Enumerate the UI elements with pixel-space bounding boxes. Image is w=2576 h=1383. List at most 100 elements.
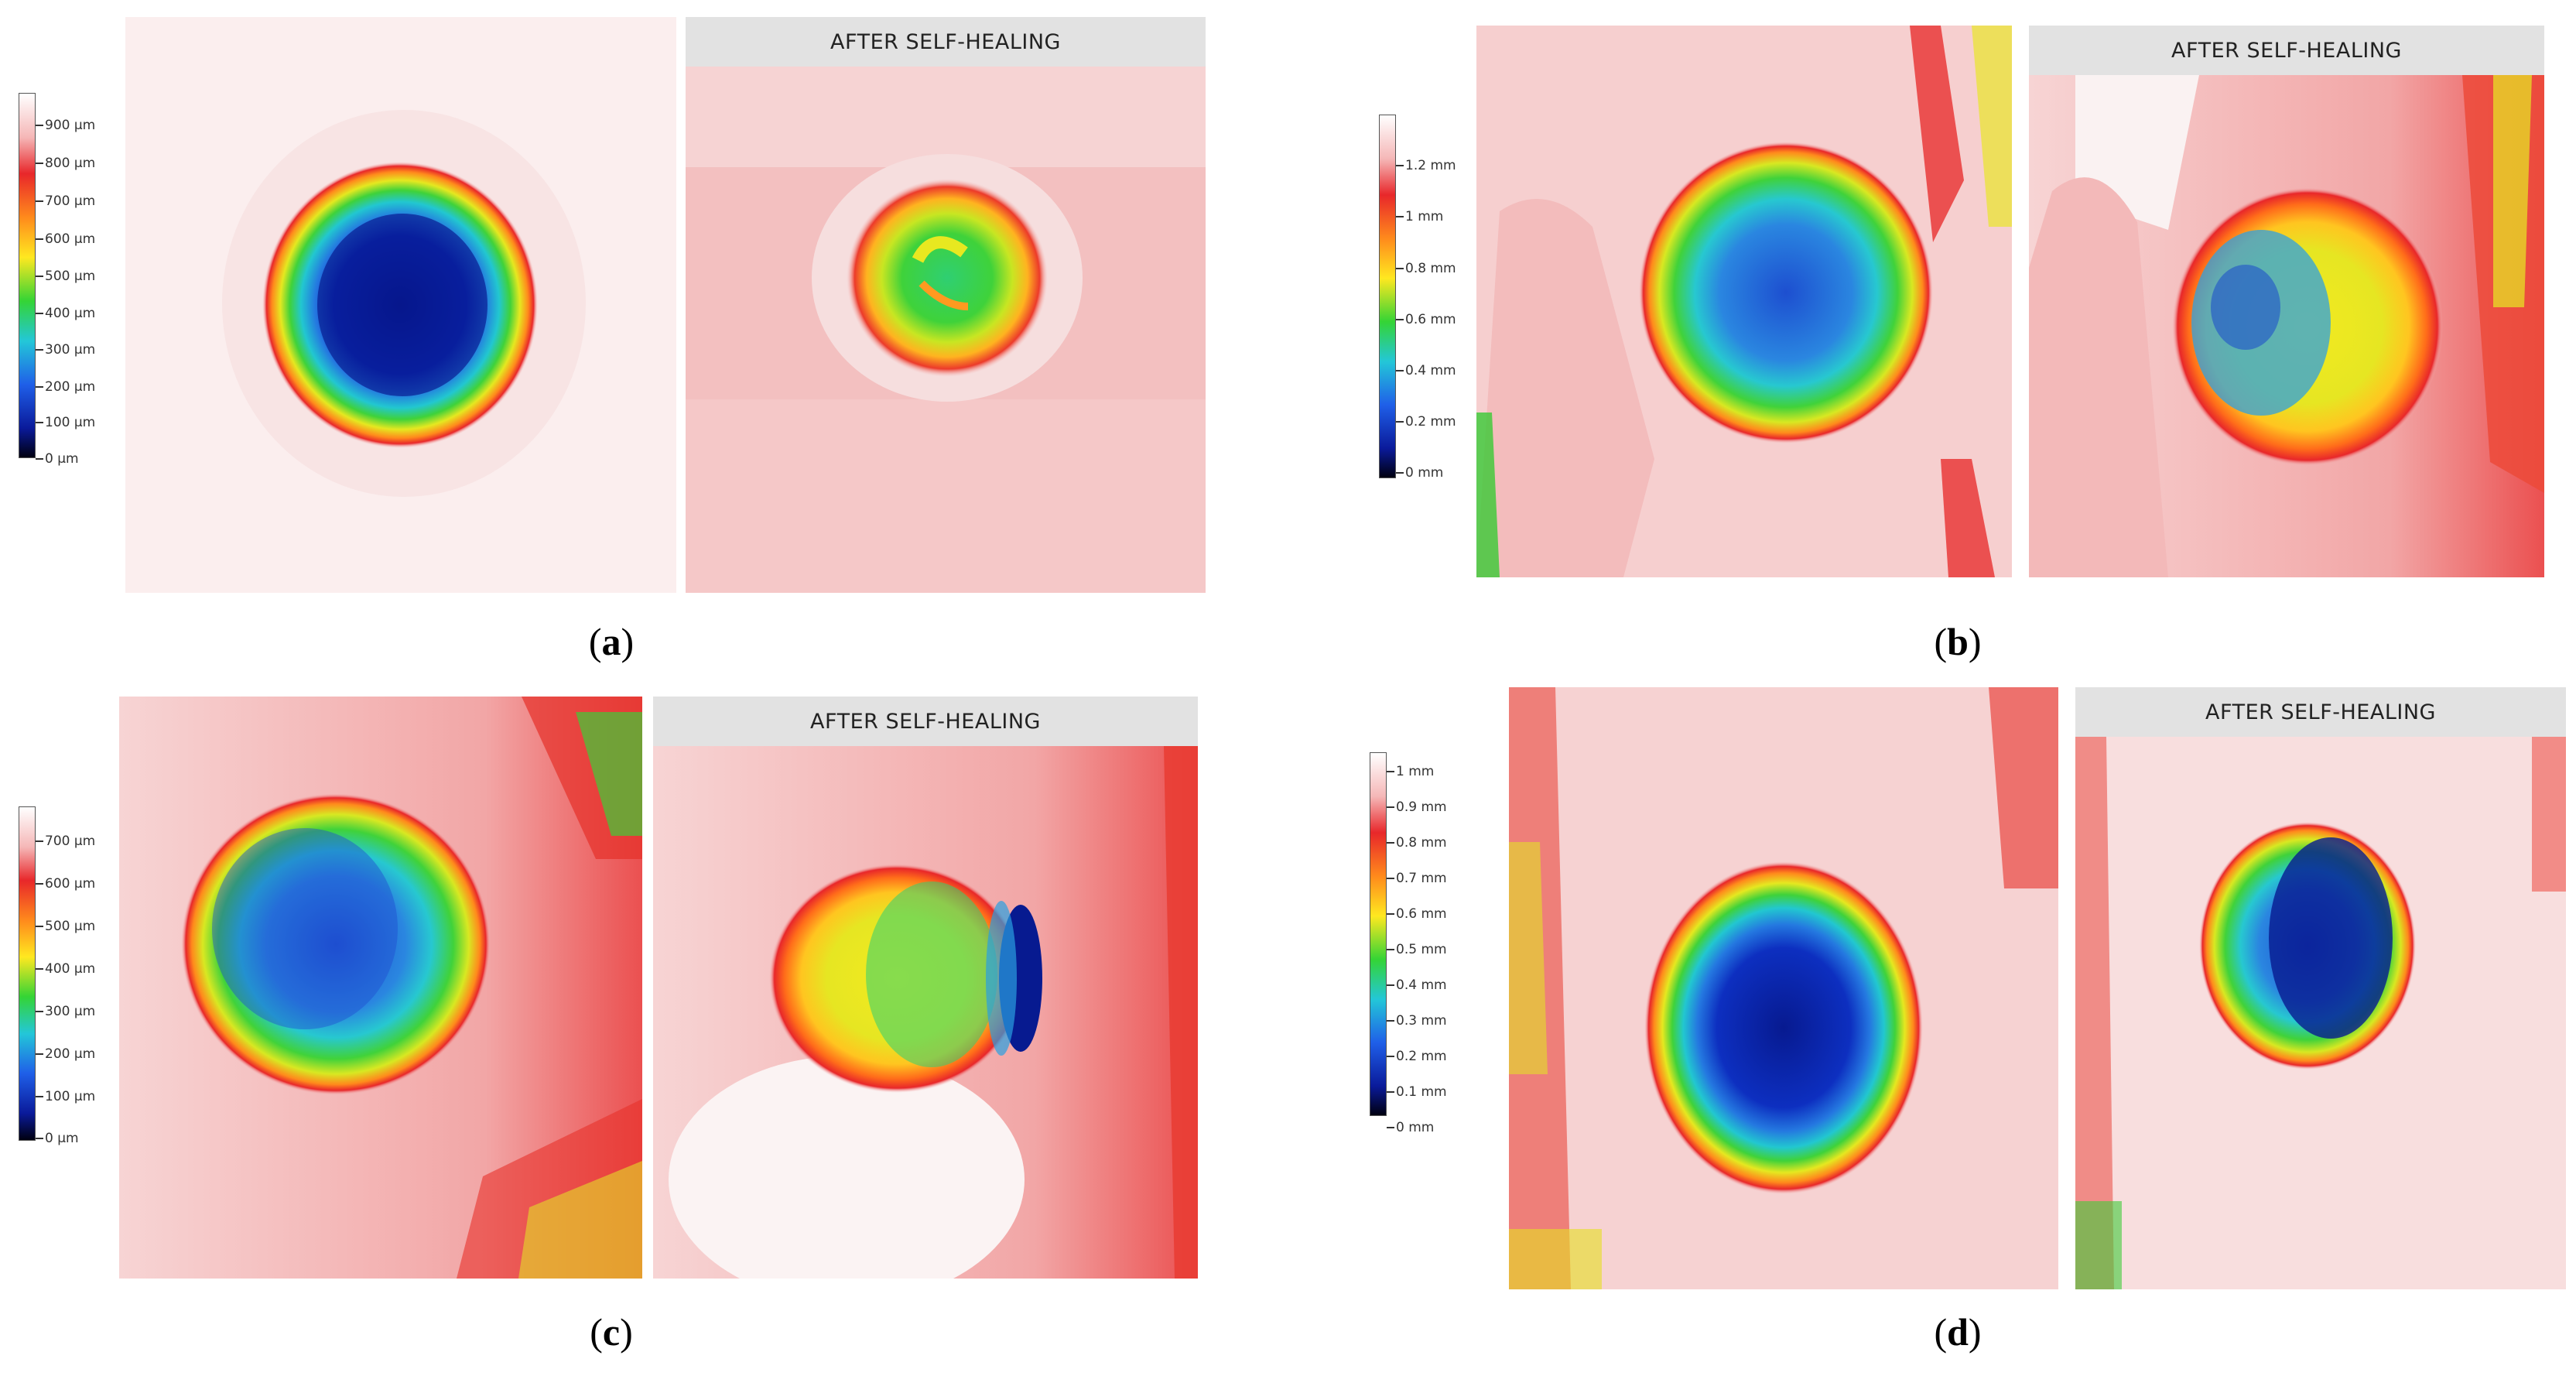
scale-tick <box>36 313 43 314</box>
scale-label: 0.8 mm <box>1405 261 1456 276</box>
scale-label: 200 µm <box>45 379 96 395</box>
caption-letter: c <box>602 1310 621 1354</box>
scale-label: 0.5 mm <box>1396 942 1447 957</box>
scale-tick <box>1387 1091 1394 1093</box>
heightmap-after-a <box>686 67 1206 593</box>
colorbar-a <box>19 93 36 458</box>
caption-b: (b) <box>1934 620 1982 663</box>
scale-tick <box>36 458 43 460</box>
caption-letter: a <box>601 620 621 663</box>
scale-label: 400 µm <box>45 306 96 321</box>
scale-tick <box>36 422 43 423</box>
after-header-a: AFTER SELF-HEALING <box>686 17 1206 67</box>
panel-d: 1 mm 0.9 mm 0.8 mm 0.7 mm 0.6 mm 0.5 mm … <box>1315 681 2576 1383</box>
scale-tick <box>36 883 43 885</box>
scale-label: 0 mm <box>1405 465 1444 481</box>
scale-tick <box>1396 472 1404 474</box>
heightmap-before-c <box>119 697 642 1279</box>
scale-label: 100 µm <box>45 415 96 430</box>
scale-tick <box>36 276 43 277</box>
scale-label: 0 mm <box>1396 1120 1435 1135</box>
scale-tick <box>36 125 43 126</box>
heightmap-before-d <box>1509 687 2058 1289</box>
scale-label: 800 µm <box>45 156 96 171</box>
scale-label: 0.9 mm <box>1396 799 1447 815</box>
colorbar-b <box>1379 115 1396 478</box>
scale-tick <box>1396 421 1404 423</box>
scale-label: 400 µm <box>45 961 96 977</box>
scale-label: 500 µm <box>45 919 96 934</box>
scale-tick <box>36 386 43 388</box>
scale-tick <box>1387 842 1394 844</box>
scale-tick <box>1387 1020 1394 1022</box>
scale-tick <box>1387 878 1394 879</box>
scale-label: 0.6 mm <box>1396 906 1447 922</box>
scale-tick <box>1387 806 1394 808</box>
colorbar-c <box>19 806 36 1141</box>
scale-label: 0.1 mm <box>1396 1084 1447 1100</box>
caption-c: (c) <box>590 1310 633 1354</box>
panel-b: 1.2 mm 1 mm 0.8 mm 0.6 mm 0.4 mm 0.2 mm … <box>1315 0 2576 697</box>
scale-tick <box>36 840 43 842</box>
caption-letter: b <box>1947 620 1969 663</box>
scale-label: 500 µm <box>45 269 96 284</box>
scale-label: 0.7 mm <box>1396 871 1447 886</box>
scale-tick <box>36 1053 43 1055</box>
scale-tick <box>1396 165 1404 166</box>
scale-label: 1 mm <box>1405 209 1444 224</box>
scale-tick <box>36 1011 43 1012</box>
scale-tick <box>1396 319 1404 320</box>
scale-tick <box>36 968 43 970</box>
scale-label: 0.2 mm <box>1396 1049 1447 1064</box>
scale-tick <box>1387 984 1394 986</box>
after-header-d: AFTER SELF-HEALING <box>2075 687 2566 737</box>
scale-label: 900 µm <box>45 118 96 133</box>
panel-c: 700 µm 600 µm 500 µm 400 µm 300 µm 200 µ… <box>0 681 1238 1383</box>
scale-label: 1.2 mm <box>1405 158 1456 173</box>
scale-tick <box>1396 268 1404 269</box>
scale-label: 0 µm <box>45 451 79 467</box>
heightmap-after-c <box>653 746 1198 1279</box>
scale-label: 700 µm <box>45 193 96 209</box>
scale-label: 300 µm <box>45 1004 96 1019</box>
scale-tick <box>36 163 43 164</box>
scale-label: 600 µm <box>45 231 96 247</box>
scale-tick <box>36 238 43 240</box>
scale-tick <box>36 926 43 927</box>
after-header-c: AFTER SELF-HEALING <box>653 697 1198 746</box>
scale-label: 600 µm <box>45 876 96 892</box>
scale-label: 100 µm <box>45 1089 96 1104</box>
scale-tick <box>36 200 43 202</box>
scale-tick <box>1387 1127 1394 1128</box>
scale-label: 0.4 mm <box>1405 363 1456 378</box>
scale-label: 0 µm <box>45 1131 79 1146</box>
heightmap-before-b <box>1476 26 2012 577</box>
scale-tick <box>36 1138 43 1139</box>
scale-label: 200 µm <box>45 1046 96 1062</box>
scale-label: 0.8 mm <box>1396 835 1447 851</box>
caption-a: (a) <box>588 620 635 663</box>
heightmap-after-b <box>2029 75 2544 577</box>
colorbar-d <box>1370 752 1387 1116</box>
heightmap-after-d <box>2075 737 2566 1289</box>
scale-label: 0.2 mm <box>1405 414 1456 430</box>
heightmap-before-a <box>125 17 676 593</box>
scale-label: 700 µm <box>45 834 96 849</box>
after-header-b: AFTER SELF-HEALING <box>2029 26 2544 75</box>
scale-tick <box>36 349 43 351</box>
scale-tick <box>1387 771 1394 772</box>
scale-tick <box>1387 913 1394 915</box>
scale-label: 300 µm <box>45 342 96 358</box>
scale-tick <box>1387 1056 1394 1057</box>
caption-d: (d) <box>1934 1310 1982 1354</box>
scale-tick <box>1387 949 1394 950</box>
scale-label: 1 mm <box>1396 764 1435 779</box>
scale-label: 0.3 mm <box>1396 1013 1447 1029</box>
scale-tick <box>1396 370 1404 371</box>
scale-tick <box>36 1096 43 1097</box>
scale-label: 0.4 mm <box>1396 977 1447 993</box>
panel-a: 900 µm 800 µm 700 µm 600 µm 500 µm 400 µ… <box>0 0 1238 697</box>
scale-tick <box>1396 216 1404 217</box>
scale-label: 0.6 mm <box>1405 312 1456 327</box>
caption-letter: d <box>1947 1310 1969 1354</box>
